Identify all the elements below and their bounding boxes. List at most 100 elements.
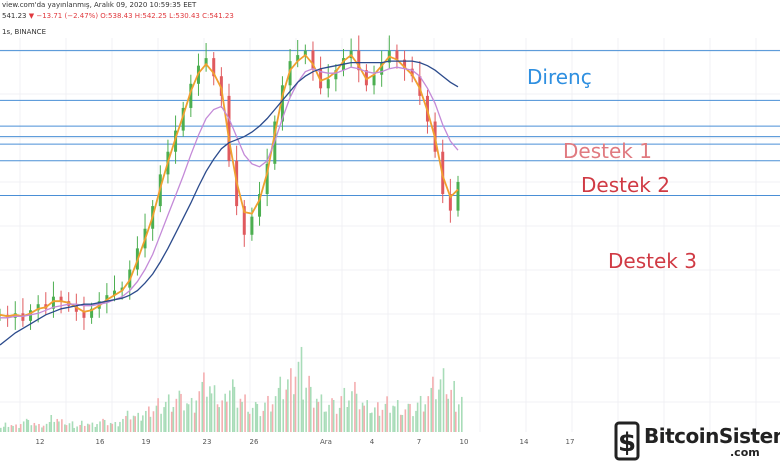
x-tick: 17: [565, 438, 575, 446]
volume-bar: [308, 375, 310, 432]
volume-bar: [209, 386, 211, 432]
x-tick: 16: [95, 438, 105, 446]
volume-bar: [216, 404, 219, 432]
volume-bar: [145, 410, 147, 432]
volume-bar: [109, 422, 112, 432]
volume-bar: [328, 404, 330, 432]
volume-bar: [274, 396, 277, 432]
down-arrow-icon: ▼: [28, 12, 35, 20]
price-candle: [82, 311, 86, 318]
volume-bar: [186, 403, 188, 432]
volume-bar: [438, 389, 440, 432]
volume-bar: [355, 393, 358, 432]
price-candle: [219, 76, 223, 96]
volume-bar: [233, 386, 236, 432]
volume-bar: [450, 389, 452, 432]
volume-bar: [439, 379, 442, 432]
zone-label-support-1: Destek 1: [563, 139, 652, 163]
volume-bar: [338, 407, 341, 432]
x-tick: 19: [141, 438, 151, 446]
volume-bar: [259, 416, 262, 432]
volume-bar: [256, 403, 259, 432]
price-candle: [59, 296, 63, 302]
volume-bar: [293, 394, 295, 432]
price-candle: [204, 58, 208, 66]
volume-bar: [393, 406, 396, 432]
x-tick: 12: [35, 438, 45, 446]
price-candle: [258, 194, 262, 217]
volume-bar: [3, 426, 5, 432]
volume-bar: [19, 424, 22, 432]
x-tick: 26: [249, 438, 259, 446]
volume-bar: [33, 422, 36, 432]
zone-label-support-2: Destek 2: [581, 173, 670, 197]
volume-bar: [332, 399, 335, 432]
volume-bar: [381, 409, 384, 432]
x-tick: Ara: [320, 438, 332, 446]
volume-bar: [270, 411, 272, 432]
price-candle: [265, 163, 269, 195]
zone-label-support-3: Destek 3: [608, 249, 697, 273]
volume-bar: [399, 414, 402, 432]
symbol-info: 1s, BINANCE: [2, 28, 46, 36]
volume-bar: [61, 419, 63, 432]
volume-bar: [172, 407, 175, 432]
volume-bar: [294, 376, 297, 432]
price-candle: [319, 68, 323, 89]
volume-bar: [134, 416, 136, 432]
volume-bar: [224, 393, 226, 432]
volume-bar: [323, 411, 326, 432]
volume-bar: [58, 421, 60, 432]
volume-bar: [461, 396, 463, 432]
volume-bar: [53, 421, 56, 432]
price-candle: [227, 95, 231, 161]
volume-bar: [149, 416, 152, 432]
logo-text: BitcoinSistemi: [644, 424, 780, 448]
volume-bar: [73, 427, 75, 432]
price-candle: [74, 305, 78, 312]
volume-bar: [346, 407, 349, 432]
volume-bar: [309, 386, 312, 432]
volume-bar: [22, 421, 25, 432]
volume-bar: [435, 399, 437, 432]
volume-bar: [167, 394, 170, 432]
bitcoin-icon: $: [614, 421, 640, 461]
volume-bar: [371, 412, 373, 432]
price-candle: [334, 70, 338, 80]
volume-bar: [178, 390, 181, 432]
price-candle: [29, 310, 33, 321]
x-tick: 14: [519, 438, 529, 446]
volume-bar: [320, 394, 323, 432]
volume-bar: [351, 391, 353, 432]
volume-bar: [206, 396, 208, 432]
volume-bar: [232, 379, 234, 432]
price-candle: [311, 50, 315, 69]
volume-bar: [30, 425, 33, 432]
volume-bar: [404, 409, 407, 432]
volume-bar: [114, 421, 117, 432]
volume-bar: [27, 419, 30, 432]
volume-bar: [254, 401, 257, 432]
price-candle: [357, 50, 361, 71]
volume-bar: [102, 418, 104, 432]
price-candle: [242, 206, 246, 235]
volume-bar: [247, 411, 249, 432]
volume-bar: [348, 400, 350, 432]
volume-bar: [340, 396, 343, 432]
volume-bar: [325, 411, 327, 432]
volume-bar: [386, 396, 388, 432]
volume-bar: [312, 407, 315, 432]
volume-bar: [140, 420, 142, 432]
volume-bar: [164, 401, 167, 432]
volume-bar: [409, 403, 411, 432]
volume-bar: [285, 389, 288, 432]
price-candle: [403, 59, 407, 69]
volume-bar: [377, 402, 379, 432]
volume-bar: [88, 424, 91, 432]
x-tick: 10: [459, 438, 469, 446]
volume-bar: [290, 368, 292, 432]
price-candle: [90, 308, 94, 318]
volume-bar: [430, 387, 433, 432]
volume-bar: [277, 387, 280, 432]
